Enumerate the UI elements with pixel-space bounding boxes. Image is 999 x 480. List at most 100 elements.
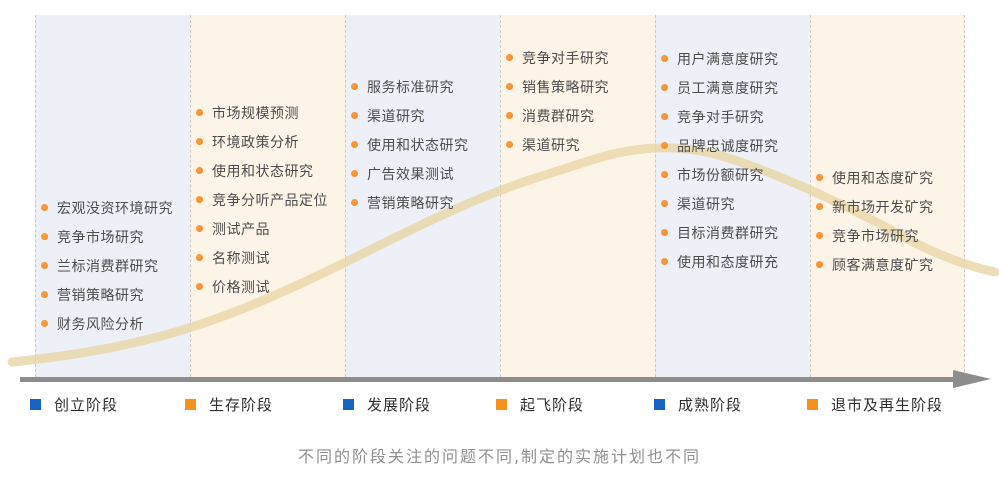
- research-item: 使用和状态研究: [191, 156, 345, 185]
- research-item-label: 用户满意度研究: [677, 51, 779, 68]
- bullet-icon: [196, 225, 203, 232]
- research-item: 宏观没资环境研究: [36, 193, 190, 222]
- legend-item-1: 创立阶段: [30, 394, 118, 415]
- legend-square-icon: [807, 399, 818, 410]
- research-item-label: 市场份额研究: [677, 167, 764, 184]
- bullet-icon: [41, 233, 48, 240]
- legend-item-6: 退市及再生阶段: [807, 394, 943, 415]
- bullet-icon: [661, 258, 668, 265]
- research-item: 竞争市场研究: [811, 221, 964, 250]
- bullet-icon: [506, 141, 513, 148]
- bullet-icon: [196, 167, 203, 174]
- research-item-label: 使用和状态研究: [212, 163, 314, 180]
- legend-square-icon: [654, 399, 665, 410]
- bullet-icon: [41, 291, 48, 298]
- stage-name: 退市及再生阶段: [831, 396, 944, 414]
- research-item-label: 渠道研究: [522, 137, 580, 154]
- stage-column-1: 宏观没资环境研究竞争市场研究兰标消费群研究 营销策略研究 财务风险分析: [35, 15, 190, 377]
- bullet-icon: [41, 320, 48, 327]
- research-item-label: 测试产品: [212, 221, 270, 238]
- research-item: 价格测试: [191, 272, 345, 301]
- research-item-label: 品牌忠诚度研究: [677, 138, 779, 155]
- bullet-icon: [41, 204, 48, 211]
- legend-item-4: 起飞阶段: [496, 394, 584, 415]
- research-item-label: 环境政策分析: [212, 134, 299, 151]
- research-item: 财务风险分析: [36, 309, 190, 338]
- bullet-icon: [41, 262, 48, 269]
- legend-square-icon: [343, 399, 354, 410]
- bullet-icon: [816, 232, 823, 239]
- axis-arrow-icon: [953, 370, 991, 388]
- stage-name: 成熟阶段: [678, 396, 743, 414]
- bullet-icon: [661, 84, 668, 91]
- research-item-label: 兰标消费群研究: [57, 258, 159, 275]
- bullet-icon: [661, 55, 668, 62]
- stage-name: 起飞阶段: [520, 396, 585, 414]
- research-item: 消费群研究: [501, 101, 655, 130]
- research-item-label: 渠道研究: [677, 196, 735, 213]
- stage-column-6: 使用和态度矿究 新市场开发矿究 竞争市场研究 顾客满意度矿究: [810, 15, 965, 377]
- research-item: 新市场开发矿究: [811, 192, 964, 221]
- research-item: 营销策略研究: [346, 188, 500, 217]
- research-item: 渠道研究: [501, 130, 655, 159]
- research-item-label: 宏观没资环境研究: [57, 200, 173, 217]
- bullet-icon: [506, 112, 513, 119]
- stage-column-5: 用户满意度研究 员工满意度研究 竞争对手研究 品牌忠诚度研究 市场份额研究 渠道研究 目标消…: [655, 15, 810, 377]
- bullet-icon: [816, 203, 823, 210]
- bullet-icon: [661, 229, 668, 236]
- bullet-icon: [196, 109, 203, 116]
- stage-column-3: 服务标准研究 渠道研究使用和状态研究广告效果测试营销策略研究: [345, 15, 500, 377]
- research-item-label: 竞争市场研究: [832, 228, 919, 245]
- research-item-list: 宏观没资环境研究竞争市场研究兰标消费群研究 营销策略研究 财务风险分析: [36, 15, 190, 338]
- research-item: 服务标准研究: [346, 72, 500, 101]
- research-item: 销售策略研究: [501, 72, 655, 101]
- research-item-label: 名称测试: [212, 250, 270, 267]
- research-item-label: 营销策略研究: [57, 287, 144, 304]
- legend-item-2: 生存阶段: [185, 394, 273, 415]
- research-item: 品牌忠诚度研究: [656, 131, 810, 160]
- legend-item-3: 发展阶段: [343, 394, 431, 415]
- research-item: 渠道研究: [346, 101, 500, 130]
- bullet-icon: [196, 283, 203, 290]
- research-item: 使用和态度矿究: [811, 163, 964, 192]
- research-item: 市场规模预测: [191, 98, 345, 127]
- bullet-icon: [661, 171, 668, 178]
- research-item: 营销策略研究: [36, 280, 190, 309]
- research-item-list: 用户满意度研究 员工满意度研究 竞争对手研究 品牌忠诚度研究 市场份额研究 渠道研究 目标消…: [656, 15, 810, 276]
- research-item: 使用和态度研充: [656, 247, 810, 276]
- timeline-axis: [20, 377, 958, 382]
- research-item: 渠道研究: [656, 189, 810, 218]
- bullet-icon: [351, 112, 358, 119]
- legend-square-icon: [185, 399, 196, 410]
- research-item-label: 服务标准研究: [367, 79, 454, 96]
- bullet-icon: [661, 113, 668, 120]
- research-item-list: 服务标准研究 渠道研究使用和状态研究广告效果测试营销策略研究: [346, 15, 500, 217]
- research-item-label: 财务风险分析: [57, 316, 144, 333]
- stage-column-4: 竞争对手研究 销售策略研究 消费群研究渠道研究: [500, 15, 655, 377]
- research-item-list: 竞争对手研究 销售策略研究 消费群研究渠道研究: [501, 15, 655, 159]
- research-item-label: 目标消费群研究: [677, 225, 779, 242]
- research-item: 广告效果测试: [346, 159, 500, 188]
- research-item-label: 新市场开发矿究: [832, 199, 934, 216]
- research-item: 环境政策分析: [191, 127, 345, 156]
- research-item-label: 渠道研究: [367, 108, 425, 125]
- research-item: 顾客满意度矿究: [811, 250, 964, 279]
- research-item-label: 顾客满意度矿究: [832, 257, 934, 274]
- research-item: 市场份额研究: [656, 160, 810, 189]
- bullet-icon: [196, 254, 203, 261]
- research-item: 员工满意度研究: [656, 73, 810, 102]
- bullet-icon: [816, 261, 823, 268]
- bullet-icon: [661, 200, 668, 207]
- legend-square-icon: [30, 399, 41, 410]
- research-item-label: 使用和状态研究: [367, 137, 469, 154]
- bullet-icon: [506, 83, 513, 90]
- bullet-icon: [506, 54, 513, 61]
- research-item: 竞争市场研究: [36, 222, 190, 251]
- stage-legend: 创立阶段 生存阶段 发展阶段 起飞阶段 成熟阶段 退市及再生阶段: [0, 394, 999, 414]
- stage-name: 创立阶段: [54, 396, 119, 414]
- stage-column-2: 市场规模预测 环境政策分析 使用和状态研究 竞争分听产品定位 测试产品 名称测试 价格测试: [190, 15, 345, 377]
- research-item-label: 营销策略研究: [367, 195, 454, 212]
- research-item: 竞争对手研究: [501, 43, 655, 72]
- research-item-label: 使用和态度矿究: [832, 170, 934, 187]
